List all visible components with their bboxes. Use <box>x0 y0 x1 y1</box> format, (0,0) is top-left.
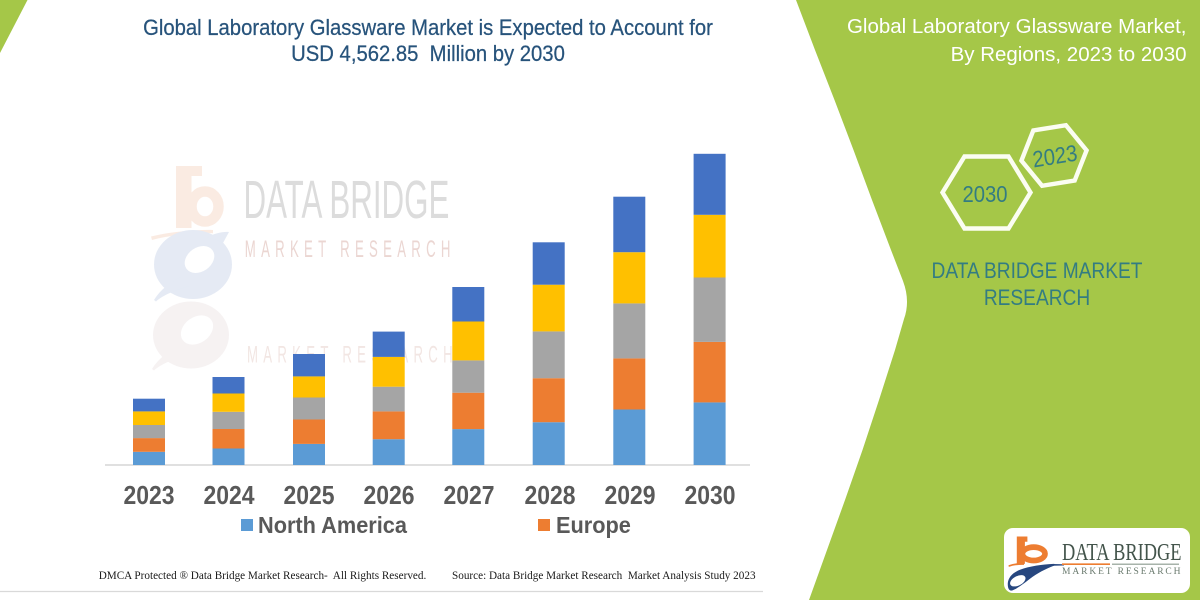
svg-text:MARKET RESEARCH: MARKET RESEARCH <box>247 341 458 368</box>
svg-text:DATA BRIDGE: DATA BRIDGE <box>244 170 450 230</box>
svg-text:MARKET RESEARCH: MARKET RESEARCH <box>245 236 456 263</box>
